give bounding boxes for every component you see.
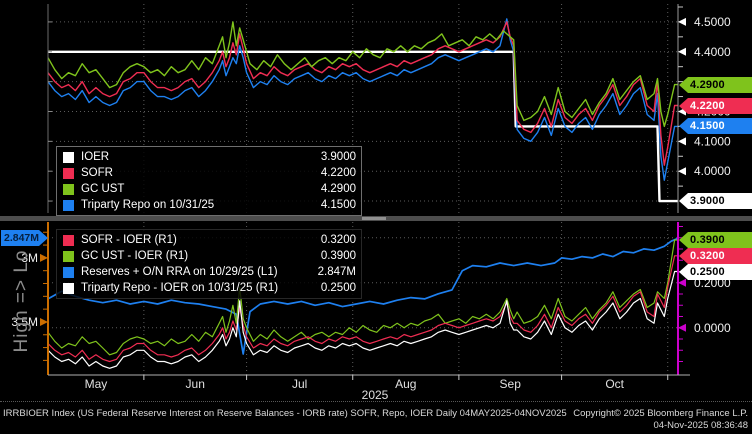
series-value: 3.9000 <box>320 151 356 163</box>
x-tick-label-month: May <box>85 377 108 391</box>
axis-tick-arrow-icon <box>678 47 686 56</box>
y-tick-label-top: 4.1000 <box>694 134 731 148</box>
axis-value-badge: 0.3200 <box>679 248 752 264</box>
series-value: 0.3200 <box>320 234 356 246</box>
series-line-ioer <box>48 50 678 203</box>
axis-value-badge: 4.1500 <box>679 118 752 134</box>
series-line-triparty-repo <box>48 18 678 181</box>
series-label: IOER <box>81 151 110 163</box>
copyright-text: Copyright© 2025 Bloomberg Finance L.P. <box>573 408 748 419</box>
series-line-sofr-ioer <box>48 255 678 363</box>
timestamp-text: 04-Nov-2025 08:36:48 <box>653 420 748 431</box>
gc-spread-swatch-icon <box>63 250 74 262</box>
axis-tick-arrow-icon <box>678 167 686 176</box>
series-line-gc-ust <box>48 21 678 128</box>
y-tick-label-top: 4.5000 <box>694 15 731 29</box>
triparty-swatch-icon <box>63 199 74 211</box>
legend-item-gc-spread[interactable]: GC UST - IOER (R1) 0.3900 <box>63 248 356 264</box>
legend-item-sofr-spread[interactable]: SOFR - IOER (R1) 0.3200 <box>63 232 356 248</box>
series-label: SOFR <box>81 167 113 179</box>
chart-description: IRRBIOER Index (US Federal Reserve Inter… <box>3 408 567 419</box>
series-label: Reserves + O/N RRA on 10/29/25 (L1) <box>81 266 278 278</box>
y-tick-label-bottom-left: 3M <box>21 251 38 265</box>
axis-tick-arrow-icon <box>678 278 686 287</box>
series-label: GC UST <box>81 183 125 195</box>
series-line-gc-ust-ioer <box>48 239 678 356</box>
legend-item-reserves[interactable]: Reserves + O/N RRA on 10/29/25 (L1) 2.84… <box>63 264 356 280</box>
series-value: 4.2200 <box>320 167 356 179</box>
series-line-triparty-repo-ioer <box>48 270 678 369</box>
legend-top-panel: IOER 3.9000 SOFR 4.2200 GC UST 4.2900 Tr… <box>56 146 362 216</box>
axis-tick-arrow-icon <box>40 253 48 262</box>
axis-tick-arrow-icon <box>678 137 686 146</box>
panel-divider-handle-icon[interactable] <box>362 217 386 220</box>
gc-ust-swatch-icon <box>63 183 74 195</box>
axis-value-badge: 2.847M <box>1 230 48 246</box>
x-tick-label-month: Jun <box>186 377 205 391</box>
axis-value-badge: 0.3900 <box>679 232 752 248</box>
y-tick-label-top: 4.0000 <box>694 164 731 178</box>
triparty-spread-swatch-icon <box>63 282 74 294</box>
series-value: 0.2500 <box>320 282 356 294</box>
axis-value-badge: 0.2500 <box>679 264 752 280</box>
axis-value-badge: 4.2900 <box>679 77 752 93</box>
footer-right: Copyright© 2025 Bloomberg Finance L.P. 0… <box>573 408 748 432</box>
y-tick-label-bottom-right: 0.0000 <box>694 321 731 335</box>
series-value: 0.3900 <box>320 250 356 262</box>
x-tick-label-month: Sep <box>500 377 522 391</box>
sofr-swatch-icon <box>63 167 74 179</box>
series-value: 4.1500 <box>320 199 356 211</box>
series-label: SOFR - IOER (R1) <box>81 234 177 246</box>
x-tick-label-month: Aug <box>395 377 416 391</box>
legend-item-ioer[interactable]: IOER 3.9000 <box>63 149 356 165</box>
axis-tick-arrow-icon <box>678 323 686 332</box>
x-tick-label-month: Jul <box>292 377 307 391</box>
series-label: GC UST - IOER (R1) <box>81 250 189 262</box>
x-tick-label-month: Oct <box>605 377 624 391</box>
series-value: 4.2900 <box>320 183 356 195</box>
chart-plot-area[interactable]: 4.50004.40004.20004.10004.00000.20000.00… <box>0 0 752 401</box>
axis-tick-arrow-icon <box>678 17 686 26</box>
y-tick-label-top: 4.4000 <box>694 45 731 59</box>
series-line-sofr <box>48 21 678 166</box>
y-tick-label-bottom-left: 3.5M <box>11 315 38 329</box>
series-line-reserves-o-n-rra <box>48 237 678 355</box>
reserves-swatch-icon <box>63 266 74 278</box>
ioer-swatch-icon <box>63 151 74 163</box>
series-label: Triparty Repo on 10/31/25 <box>81 199 215 211</box>
legend-item-sofr[interactable]: SOFR 4.2200 <box>63 165 356 181</box>
series-value: 2.847M <box>317 266 356 278</box>
axis-value-badge: 3.9000 <box>679 193 752 209</box>
sofr-spread-swatch-icon <box>63 234 74 246</box>
legend-item-gc-ust[interactable]: GC UST 4.2900 <box>63 181 356 197</box>
legend-item-triparty-repo[interactable]: Triparty Repo on 10/31/25 4.1500 <box>63 197 356 213</box>
footer: IRRBIOER Index (US Federal Reserve Inter… <box>0 401 752 434</box>
x-axis-year-label: 2025 <box>362 388 389 401</box>
series-label: Triparty Repo - IOER on 10/31/25 (R1) <box>81 282 279 294</box>
legend-bottom-panel: SOFR - IOER (R1) 0.3200 GC UST - IOER (R… <box>56 229 362 299</box>
axis-tick-arrow-icon <box>40 317 48 326</box>
axis-value-badge: 4.2200 <box>679 98 752 114</box>
legend-item-triparty-spread[interactable]: Triparty Repo - IOER on 10/31/25 (R1) 0.… <box>63 280 356 296</box>
